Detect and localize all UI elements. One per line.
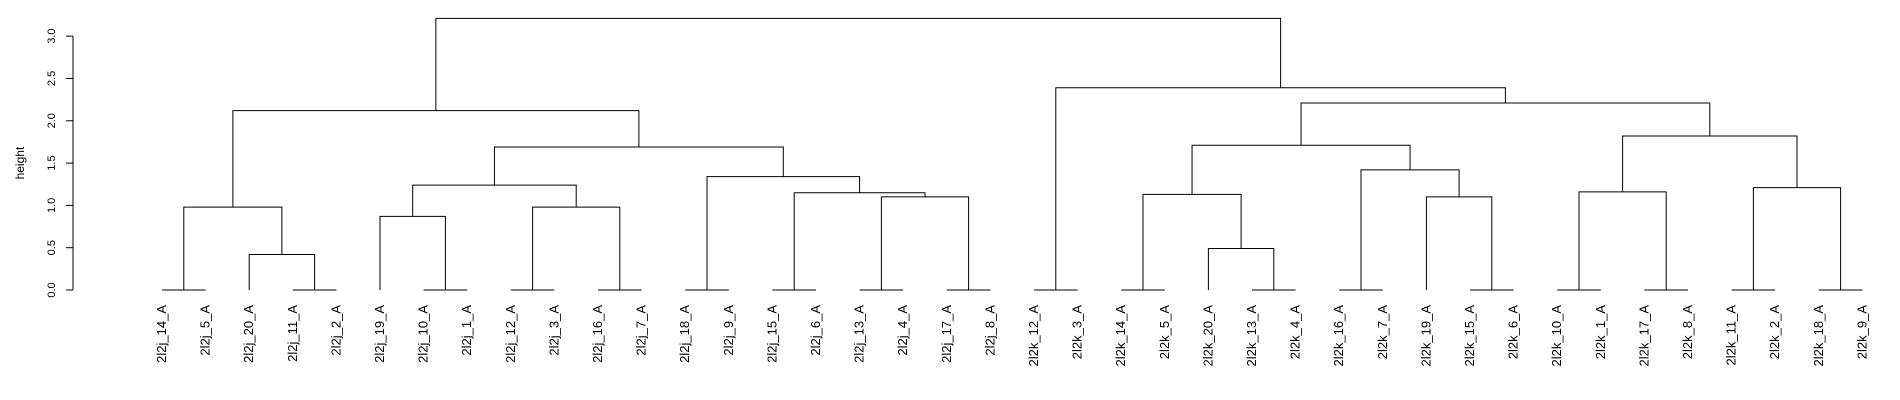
y-tick-label: 1.0 <box>46 198 58 213</box>
leaf-label: 2l2k_15_A <box>1462 305 1477 367</box>
leaf-label: 2l2k_2_A <box>1767 305 1782 360</box>
leaf-label: 2l2j_10_A <box>416 305 431 363</box>
merge-link <box>1300 102 1711 146</box>
merge-link <box>532 206 621 290</box>
leaf-label: 2l2k_3_A <box>1070 305 1085 360</box>
leaf-label: 2l2k_16_A <box>1331 305 1346 367</box>
leaf-label: 2l2k_1_A <box>1593 305 1608 360</box>
merge-link <box>1578 191 1667 290</box>
leaf-label: 2l2j_15_A <box>764 305 779 363</box>
merge-link <box>248 253 316 290</box>
leaf-label: 2l2j_18_A <box>677 305 692 363</box>
leaf-label: 2l2k_17_A <box>1636 305 1651 367</box>
leaf-label: 2l2k_6_A <box>1506 305 1521 360</box>
leaf-label: 2l2j_4_A <box>895 305 910 356</box>
leaf-label: 2l2j_3_A <box>546 305 561 356</box>
leaf-label: 2l2k_13_A <box>1244 305 1259 367</box>
leaf-label: 2l2k_20_A <box>1200 305 1215 367</box>
leaf-label: 2l2j_11_A <box>285 305 300 362</box>
leaf-label: 2l2j_17_A <box>939 305 954 363</box>
leaf-label: 2l2k_19_A <box>1418 305 1433 367</box>
merge-link <box>435 17 1282 111</box>
merge-link <box>1425 196 1493 290</box>
merge-link <box>1207 248 1275 290</box>
leaf-label: 2l2k_4_A <box>1288 305 1303 360</box>
leaf-label: 2l2j_16_A <box>590 305 605 363</box>
merge-link <box>1055 87 1506 290</box>
dendrogram-links <box>162 17 1863 291</box>
merge-link <box>232 110 640 208</box>
merge-link <box>1360 169 1460 290</box>
y-tick-label: 2.0 <box>46 113 58 128</box>
leaf-labels: 2l2j_14_A 2l2j_5_A 2l2j_20_A 2l2j_11_A 2l2j_… <box>154 305 1869 367</box>
leaf-label: 2l2j_8_A <box>982 305 997 356</box>
y-axis: 0.0 0.5 1.0 1.5 2.0 2.5 3.0 <box>46 29 74 298</box>
merge-link <box>1622 135 1798 192</box>
merge-link <box>493 146 784 186</box>
merge-link <box>379 215 446 290</box>
leaf-label: 2l2j_13_A <box>852 305 867 363</box>
merge-link <box>880 196 970 290</box>
leaf-label: 2l2k_18_A <box>1811 305 1826 367</box>
y-tick-label: 0.0 <box>46 282 58 297</box>
leaf-label: 2l2j_1_A <box>459 305 474 356</box>
leaf-label: 2l2j_12_A <box>503 305 518 363</box>
leaf-label: 2l2j_7_A <box>634 305 649 356</box>
leaf-label: 2l2k_14_A <box>1113 305 1128 367</box>
merge-link <box>183 206 283 290</box>
merge-link <box>1752 187 1842 290</box>
leaf-label: 2l2k_7_A <box>1375 305 1390 360</box>
y-tick-label: 0.5 <box>46 240 58 255</box>
leaf-label: 2l2j_6_A <box>808 305 823 356</box>
merge-link <box>1142 193 1242 290</box>
merge-link <box>706 176 861 290</box>
y-tick-label: 3.0 <box>46 29 58 44</box>
leaf-label: 2l2j_2_A <box>328 305 343 356</box>
leaf-label: 2l2k_9_A <box>1854 305 1869 360</box>
leaf-label: 2l2k_10_A <box>1549 305 1564 367</box>
leaf-label: 2l2j_14_A <box>154 305 169 363</box>
leaf-label: 2l2j_19_A <box>372 305 387 363</box>
leaf-label: 2l2k_8_A <box>1680 305 1695 360</box>
merge-link <box>412 184 577 217</box>
y-tick-label: 1.5 <box>46 155 58 170</box>
y-tick-label: 2.5 <box>46 71 58 86</box>
leaf-label: 2l2k_11_A <box>1724 305 1739 366</box>
leaf-label: 2l2k_12_A <box>1026 305 1041 367</box>
leaf-label: 2l2j_5_A <box>198 305 213 356</box>
leaf-label: 2l2j_20_A <box>241 305 256 363</box>
merge-link <box>1191 144 1411 195</box>
leaf-label: 2l2k_5_A <box>1157 305 1172 360</box>
leaf-label: 2l2j_9_A <box>721 305 736 356</box>
merge-link <box>793 192 926 290</box>
y-axis-label: height <box>13 146 27 179</box>
